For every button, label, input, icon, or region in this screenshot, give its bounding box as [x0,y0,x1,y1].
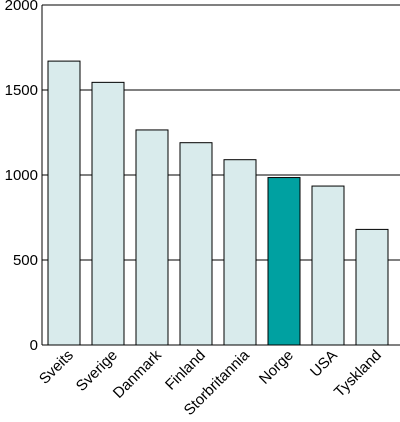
bar [179,142,213,346]
x-category-label: USA [307,347,341,381]
y-tick-labels: 0 500 1000 1500 2000 [5,0,38,354]
x-category-label: Norge [256,347,297,388]
x-category-label: Sveits [36,347,77,388]
bar [355,228,389,346]
y-tick-label: 1000 [5,167,38,184]
bars [47,60,389,346]
x-category-label: Tyskland [331,347,385,401]
x-category-label: Danmark [110,346,165,401]
y-tick-label: 500 [13,252,38,269]
y-tick-label: 0 [30,337,38,354]
bar [223,159,257,346]
bar-highlighted [267,177,301,346]
y-tick-label: 2000 [5,0,38,14]
bar [311,185,345,346]
y-tick-label: 1500 [5,82,38,99]
bar [47,60,81,346]
x-category-labels: SveitsSverigeDanmarkFinlandStorbritannia… [36,346,385,419]
bar [91,81,125,346]
bar [135,129,169,346]
